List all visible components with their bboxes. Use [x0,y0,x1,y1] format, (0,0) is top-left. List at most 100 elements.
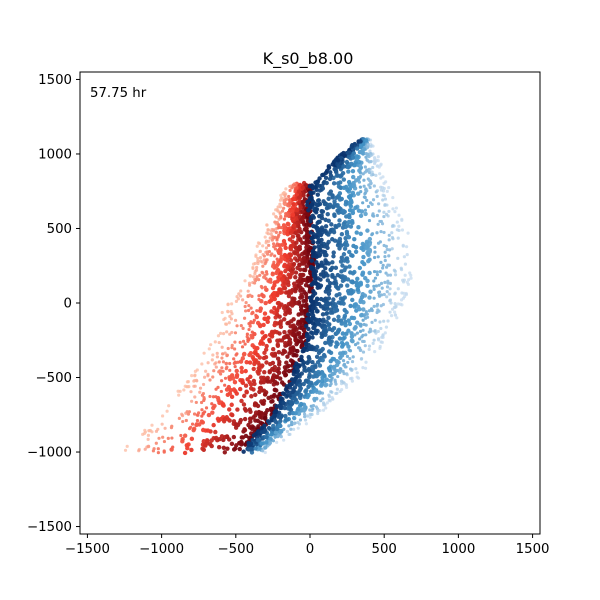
blue-point [392,268,396,272]
red-point [298,236,303,242]
red-point [274,388,279,393]
blue-point [294,366,300,371]
blue-point [304,378,309,383]
blue-point [361,201,365,205]
blue-point [364,333,368,337]
red-point [279,214,283,219]
blue-point [293,397,298,402]
blue-point [296,420,300,425]
blue-point [308,230,313,235]
red-point [258,259,263,263]
blue-point [346,360,350,365]
blue-point [372,184,376,188]
blue-point [346,318,351,323]
blue-point [303,418,308,422]
blue-point [372,284,376,288]
red-point [232,361,236,365]
blue-point [251,433,257,438]
red-point [238,359,244,364]
red-point [259,399,264,404]
red-point [275,374,280,379]
blue-point [380,340,384,344]
blue-point [330,395,334,400]
red-point [267,299,272,304]
red-point [303,225,309,231]
blue-point [312,224,318,229]
blue-point [358,346,362,350]
red-point [264,360,269,365]
red-point [230,302,234,306]
blue-point [249,450,255,455]
red-point [185,385,190,389]
blue-point [363,344,367,348]
blue-point [340,388,344,392]
blue-point [400,228,405,232]
red-point [280,351,285,356]
blue-point [380,286,384,290]
red-point [277,320,283,326]
blue-point [385,290,389,294]
red-point [230,346,234,350]
blue-point [324,202,330,207]
red-point [152,447,156,451]
blue-point [393,313,397,317]
blue-point [339,255,344,260]
red-point [258,249,262,253]
red-point [267,338,272,344]
blue-point [292,422,296,426]
red-point [299,317,305,322]
blue-point [367,344,372,348]
blue-point [386,273,390,277]
red-point [234,299,239,303]
blue-point [371,165,375,170]
blue-point [379,219,383,224]
red-point [217,370,221,374]
blue-point [342,267,347,273]
red-point [257,294,261,298]
red-point [271,382,277,387]
red-point [300,261,305,266]
blue-point [325,211,330,217]
blue-point [375,302,380,307]
blue-point [385,189,389,194]
blue-point [261,449,265,453]
red-point [229,441,235,447]
red-point [204,438,210,443]
red-point [258,385,264,391]
red-point [248,409,253,414]
blue-point [275,440,279,444]
blue-point [357,168,362,173]
blue-point [405,253,409,257]
red-point [187,427,192,431]
blue-point [348,303,353,309]
blue-point [319,244,324,249]
red-point [258,380,264,385]
red-point [287,262,292,267]
blue-point [342,362,347,366]
blue-point [337,236,343,242]
blue-point [308,408,312,412]
blue-point [373,160,377,164]
blue-point [393,291,397,295]
blue-point [339,353,345,358]
blue-point [375,231,379,235]
red-point [282,206,286,210]
blue-point [323,296,328,301]
blue-point [327,398,331,402]
blue-point [385,295,389,299]
blue-point [279,435,283,439]
red-point [224,362,228,366]
red-point [242,427,247,432]
blue-point [338,180,343,185]
blue-point [345,277,351,282]
red-point [206,361,210,365]
blue-point [306,366,312,372]
blue-point [348,377,353,381]
red-point [234,443,239,448]
red-point [216,334,221,338]
red-point [200,446,205,451]
blue-point [374,190,378,194]
red-point [290,296,295,301]
red-point [266,228,271,232]
red-point [160,422,164,426]
